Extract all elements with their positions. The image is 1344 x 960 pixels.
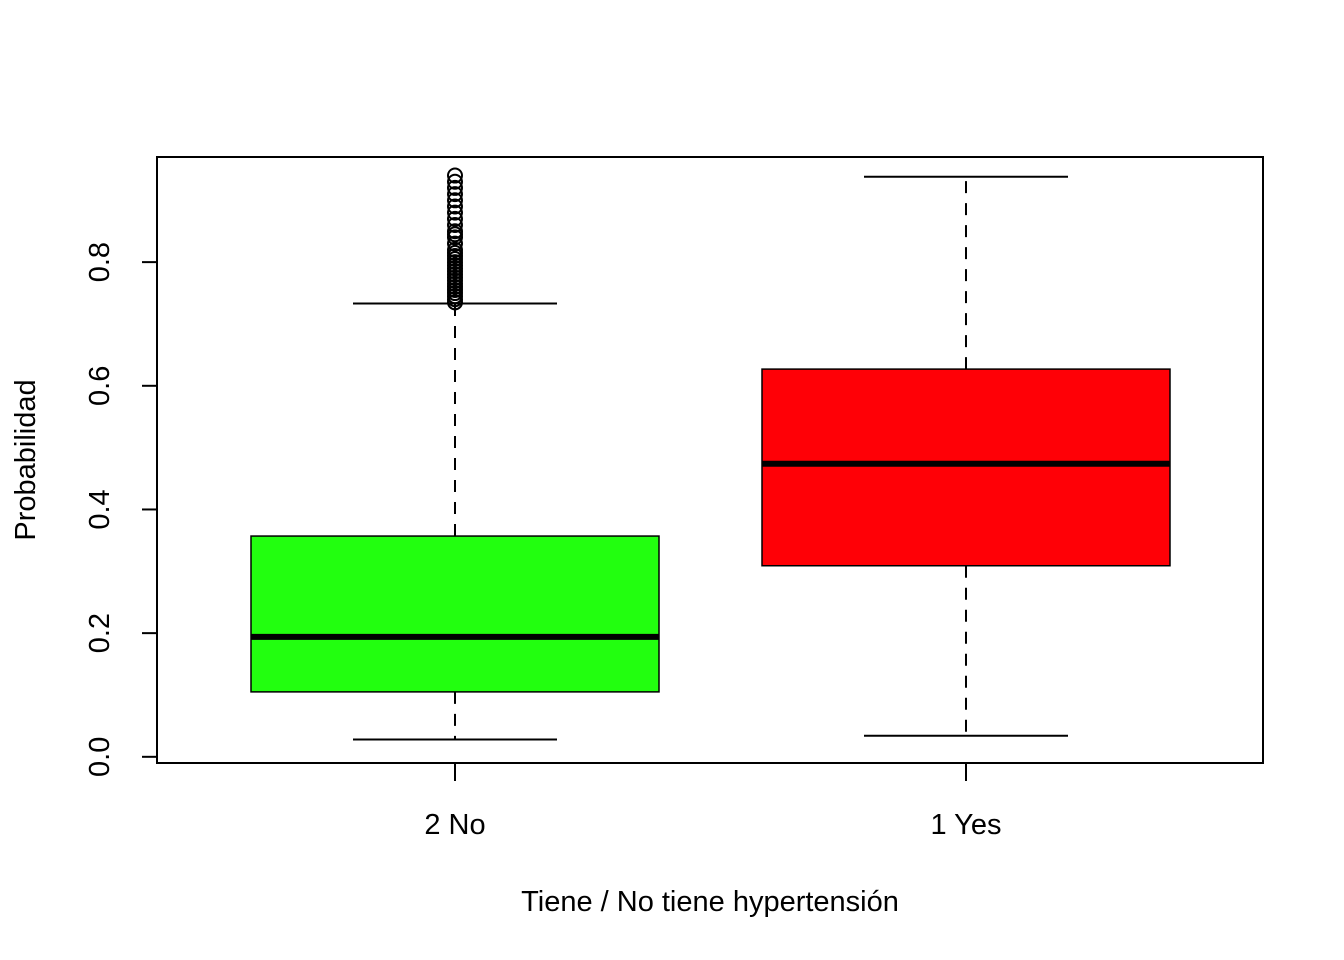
y-tick-label: 0.0 bbox=[84, 737, 116, 777]
outlier-point bbox=[447, 179, 463, 196]
outlier-point bbox=[447, 217, 463, 234]
outlier-point bbox=[447, 198, 463, 215]
box-group bbox=[250, 167, 660, 741]
y-axis-title: Probabilidad bbox=[10, 379, 42, 540]
x-axis-title: Tiene / No tiene hypertensión bbox=[521, 886, 899, 918]
outlier-point bbox=[447, 192, 463, 209]
boxes bbox=[250, 167, 1171, 741]
box-group bbox=[761, 175, 1171, 737]
outlier-point bbox=[447, 235, 463, 252]
outlier-point bbox=[447, 241, 463, 258]
outlier-point bbox=[447, 210, 463, 227]
y-tick-label: 0.2 bbox=[84, 613, 116, 653]
x-axis: 2 No 1 Yes bbox=[424, 762, 1002, 841]
y-tick-label: 0.6 bbox=[84, 366, 116, 406]
iqr-box bbox=[761, 368, 1171, 567]
outlier-point bbox=[447, 167, 463, 184]
y-tick-label: 0.4 bbox=[84, 489, 116, 529]
x-tick-label: 2 No bbox=[424, 809, 485, 841]
outlier-point bbox=[447, 173, 463, 190]
y-axis: 0.0 0.2 0.4 0.6 0.8 bbox=[84, 242, 158, 777]
iqr-box bbox=[250, 535, 660, 693]
outlier-point bbox=[447, 223, 463, 240]
x-tick-label: 1 Yes bbox=[931, 809, 1002, 841]
y-tick-label: 0.8 bbox=[84, 242, 116, 282]
outlier-point bbox=[447, 186, 463, 203]
outlier-point bbox=[447, 204, 463, 221]
